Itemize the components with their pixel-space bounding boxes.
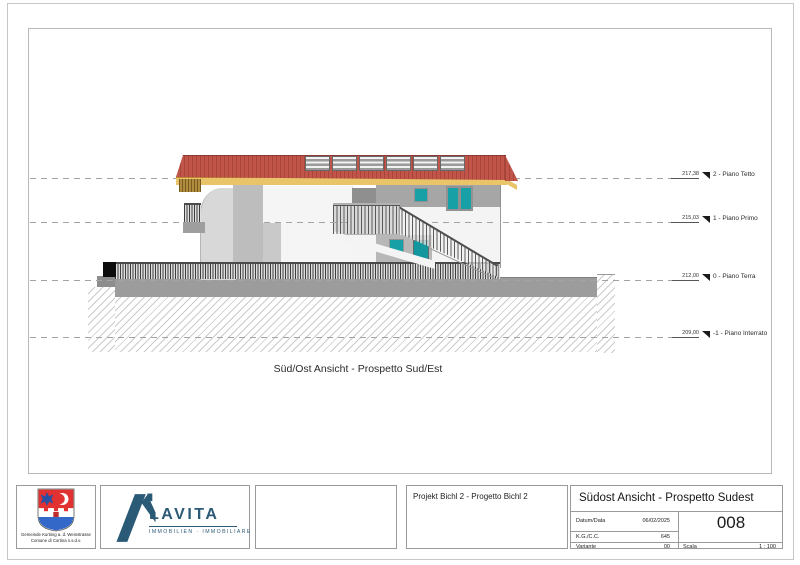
coat-of-arms [37, 488, 75, 532]
level-line-piano-interrato [30, 337, 672, 338]
terrace-railing [115, 262, 500, 279]
level-label: -1 - Piano Interrato [713, 330, 768, 337]
divider [571, 542, 678, 543]
project-title: Projekt Bichl 2 - Progetto Bichl 2 [413, 492, 528, 501]
level-line-piano-terra [30, 280, 672, 281]
loggia-railing [333, 205, 400, 234]
logo-rule [149, 526, 237, 527]
level-value: 217,38 [671, 171, 699, 179]
date-value: 06/02/2025 [642, 518, 670, 524]
level-value: 209,00 [671, 330, 699, 338]
view-caption: Süd/Ost Ansicht - Prospetto Sud/Est [273, 363, 443, 375]
level-line-overlay [432, 222, 498, 223]
cadastre-value: 645 [660, 534, 670, 540]
level-value: 212,00 [671, 273, 699, 281]
level-label: 2 - Piano Tetto [713, 171, 755, 178]
title-block-main: Südost Ansicht - Prospetto Sudest Datum/… [570, 485, 783, 550]
municipality-caption: Gemeinde Kurtinig a. d. Weinstrasse Comu… [18, 532, 94, 543]
solar-panel [386, 156, 411, 171]
wall-dark-block [352, 188, 376, 207]
level-marker-piano-terra: 212,00 0 - Piano Terra [671, 272, 756, 281]
variant-label: Variante [576, 543, 597, 550]
divider [678, 511, 679, 548]
level-label: 0 - Piano Terra [713, 273, 756, 280]
ground-ledge [97, 276, 117, 287]
solar-panel [332, 156, 357, 171]
balcony-railing [184, 203, 201, 224]
level-marker-piano-primo: 215,03 1 - Piano Primo [671, 214, 758, 223]
divider [571, 511, 782, 512]
date-label: Datum/Data [576, 518, 606, 524]
level-label: 1 - Piano Primo [713, 215, 758, 222]
upper-window-double [446, 186, 473, 211]
wood-slats [179, 179, 201, 192]
drawing-title: Südost Ansicht - Prospetto Sudest [579, 492, 754, 504]
sheet-number: 008 [716, 513, 746, 532]
solar-panel-row [305, 156, 465, 171]
variant-value: 00 [663, 543, 670, 550]
terrain-hatch-main [115, 296, 597, 352]
title-block-empty-cell [255, 485, 397, 549]
company-logo: LAVITA IMMOBILIEN · IMMOBILIARE [115, 493, 252, 543]
logo-wordmark: LAVITA [149, 506, 220, 523]
page-border [7, 3, 794, 560]
level-triangle-icon [702, 172, 710, 179]
title-block-municipality: Gemeinde Kurtinig a. d. Weinstrasse Comu… [16, 485, 96, 549]
lavita-house-icon [116, 493, 156, 542]
title-block-project: Projekt Bichl 2 - Progetto Bichl 2 [406, 485, 568, 549]
wall-grey-strip [263, 223, 281, 266]
balcony-slab [183, 222, 205, 233]
upper-window-small [414, 188, 428, 202]
divider [571, 531, 678, 532]
level-triangle-icon [702, 331, 710, 338]
level-marker-piano-tetto: 217,38 2 - Piano Tetto [671, 170, 755, 179]
title-block-logo: LAVITA IMMOBILIEN · IMMOBILIARE [100, 485, 250, 549]
solar-panel [305, 156, 330, 171]
scale-value: 1 : 100 [759, 543, 776, 550]
level-triangle-icon [702, 274, 710, 281]
cadastre-label: K.G./C.C. [576, 534, 600, 540]
solar-panel [359, 156, 384, 171]
level-marker-piano-interrato: 209,00 -1 - Piano Interrato [671, 329, 767, 338]
solar-panel [440, 156, 465, 171]
municipality-line-it: Comune di Cortina s.s.d.v. [30, 537, 82, 543]
wall-mid-volume [233, 185, 263, 262]
terrain-hatch-right [597, 274, 615, 353]
level-triangle-icon [702, 216, 710, 223]
scale-label: Scala [683, 543, 697, 550]
level-line-overlay [264, 222, 350, 223]
level-value: 215,03 [671, 215, 699, 223]
terrain-hatch-left [88, 287, 115, 352]
divider [678, 542, 782, 543]
municipality-line-de: Gemeinde Kurtinig a. d. Weinstrasse [21, 532, 91, 537]
drawing-frame [28, 28, 772, 474]
wall-opening-dark [103, 262, 116, 277]
logo-subtitle: IMMOBILIEN · IMMOBILIARE [149, 529, 252, 535]
solar-panel [413, 156, 438, 171]
